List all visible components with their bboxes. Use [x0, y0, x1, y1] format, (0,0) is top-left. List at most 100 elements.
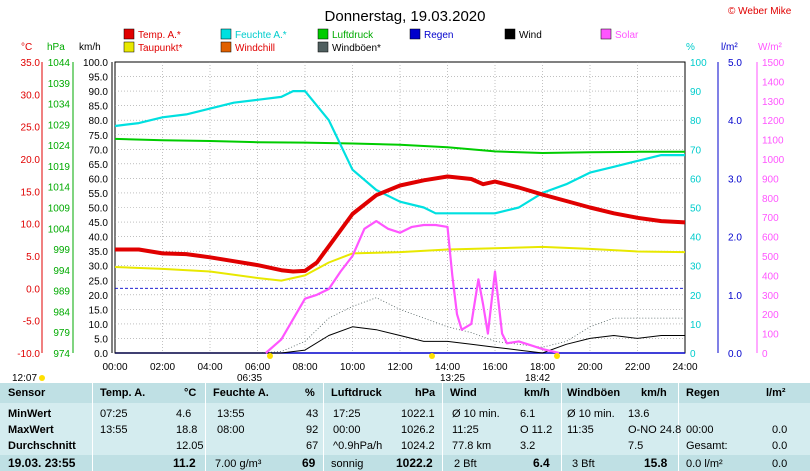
sunset-time: 18:42 [525, 373, 550, 383]
hdr-hum: Feuchte A. [213, 387, 269, 399]
tick-solar: 1300 [762, 97, 785, 108]
tick-press: 974 [53, 349, 70, 360]
tick-temp: 20.0 [21, 155, 41, 166]
tick-hum: 40 [690, 233, 702, 244]
tick-solar: 600 [762, 233, 779, 244]
legend-label: Luftdruck [332, 30, 374, 41]
tick-x: 06:00 [245, 362, 270, 373]
tick-press: 1009 [48, 204, 71, 215]
hdr-sensor: Sensor [8, 387, 46, 399]
tick-hum: 60 [690, 174, 702, 185]
legend-label: Regen [424, 30, 453, 41]
stat-press-val: 1022.1 [401, 408, 435, 420]
tick-rain: 4.0 [728, 116, 742, 127]
tick-wind: 15.0 [89, 305, 109, 316]
tick-rain: 5.0 [728, 58, 742, 69]
series-line [115, 326, 685, 354]
stat-rain-time: 00:00 [686, 424, 714, 436]
sun-prev-time: 12:07 [12, 373, 37, 383]
tick-x: 10:00 [340, 362, 365, 373]
tick-wind: 10.0 [89, 320, 109, 331]
tick-wind: 25.0 [89, 276, 109, 287]
tick-x: 04:00 [197, 362, 222, 373]
tick-wind: 95.0 [89, 73, 109, 84]
sunrise-time: 06:35 [237, 373, 262, 383]
tick-press: 994 [53, 266, 70, 277]
legend-label: Feuchte A.* [235, 30, 287, 41]
tick-solar: 800 [762, 194, 779, 205]
current-humidity: 69 [302, 456, 316, 470]
tick-press: 1014 [48, 183, 71, 194]
current-forecast: sonnig [331, 458, 364, 470]
unit-press: hPa [47, 42, 65, 53]
chart-title: Donnerstag, 19.03.2020 [325, 8, 486, 25]
stat-press-time: 00:00 [333, 424, 361, 436]
hdr-press-unit: hPa [415, 387, 436, 399]
tick-temp: -5.0 [23, 317, 41, 328]
stat-hum-val: 43 [306, 408, 319, 420]
tick-wind: 40.0 [89, 233, 109, 244]
sun-icon [267, 353, 273, 359]
unit-solar: W/m² [758, 42, 783, 53]
stats-table: Sensor Temp. A. °C Feuchte A. % Luftdruc… [0, 383, 810, 471]
tick-wind: 0.0 [94, 349, 108, 360]
series-line [265, 220, 560, 355]
series-line [115, 297, 685, 354]
legend-label: Temp. A.* [138, 30, 181, 41]
stat-wind-time: 11:25 [452, 424, 479, 436]
tick-wind: 5.0 [94, 334, 108, 345]
tick-press: 1034 [48, 100, 71, 111]
tick-wind: 50.0 [89, 204, 109, 215]
hdr-gust-unit: km/h [641, 387, 667, 399]
tick-hum: 100 [690, 58, 707, 69]
tick-hum: 20 [690, 291, 702, 302]
tick-press: 1029 [48, 120, 71, 131]
tick-hum: 10 [690, 320, 702, 331]
current-rain: 0.0 [772, 458, 788, 470]
unit-wind: km/h [79, 42, 101, 53]
current-wind-bft: 2 Bft [454, 458, 477, 470]
current-timestamp: 19.03. 23:55 [8, 456, 76, 470]
stat-rain-val: 0.0 [772, 440, 788, 452]
sun-markers: 12:07 06:35 13:25 18:42 [12, 353, 560, 383]
tick-temp: 10.0 [21, 220, 41, 231]
stat-rain-time: Gesamt: [686, 440, 728, 452]
legend: Temp. A.* Feuchte A.* Luftdruck Regen Wind So… [123, 28, 639, 54]
tick-solar: 400 [762, 271, 779, 282]
legend-swatch [504, 28, 516, 40]
tick-rain: 2.0 [728, 233, 742, 244]
tick-press: 1039 [48, 79, 71, 90]
legend-swatch [600, 28, 612, 40]
tick-temp: 5.0 [26, 252, 40, 263]
stat-wind-time: Ø 10 min. [452, 408, 500, 420]
tick-x: 14:00 [435, 362, 460, 373]
tick-temp: 30.0 [21, 90, 41, 101]
axis-unit-labels: °C hPa km/h% l/m² W/m² [21, 42, 783, 53]
stat-temp-val: 18.8 [176, 424, 198, 436]
tick-x: 12:00 [387, 362, 412, 373]
tick-rain: 0.0 [728, 349, 742, 360]
tick-press: 1024 [48, 141, 71, 152]
stat-rain-val: 0.0 [772, 424, 788, 436]
legend-label: Windchill [235, 43, 275, 54]
legend-label: Taupunkt* [138, 43, 183, 54]
series [114, 89, 686, 355]
tick-wind: 55.0 [89, 189, 109, 200]
current-gust-bft: 3 Bft [572, 458, 595, 470]
tick-temp: 25.0 [21, 123, 41, 134]
stat-wind-val: 3.2 [520, 440, 536, 452]
solar-noon-time: 13:25 [440, 373, 465, 383]
stat-press-val: 1026.2 [401, 424, 435, 436]
stat-gust-val: O-NO 24.8 [628, 424, 682, 436]
sun-icon [429, 353, 435, 359]
tick-press: 984 [53, 307, 70, 318]
stat-press-time: 17:25 [333, 408, 361, 420]
hdr-rain: Regen [686, 387, 720, 399]
hdr-press: Luftdruck [331, 387, 382, 399]
stat-temp-time: 07:25 [100, 408, 128, 420]
tick-solar: 1100 [762, 136, 784, 147]
tick-wind: 80.0 [89, 116, 109, 127]
stat-label: MinWert [8, 408, 52, 420]
stat-label: Durchschnitt [8, 440, 76, 452]
tick-hum: 80 [690, 116, 702, 127]
